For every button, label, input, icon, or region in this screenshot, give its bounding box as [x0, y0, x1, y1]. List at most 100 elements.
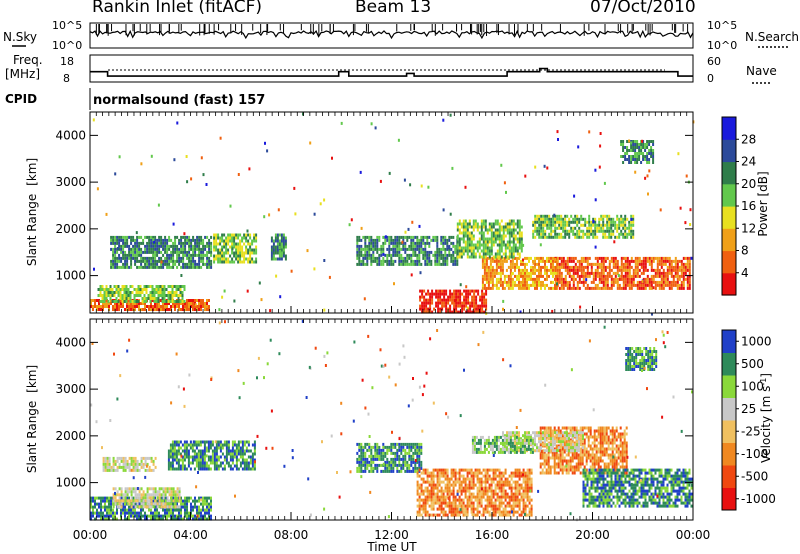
heatmap-cell: [636, 274, 639, 278]
heatmap-cell: [356, 244, 359, 248]
heatmap-cell: [634, 268, 637, 272]
heatmap-cell: [606, 283, 609, 287]
heatmap-cell: [630, 158, 633, 161]
heatmap-cell: [166, 241, 169, 245]
heatmap-cell: [410, 253, 413, 257]
heatmap-cell: [489, 280, 492, 284]
heatmap-cell: [145, 285, 148, 288]
heatmap-cell: [630, 256, 633, 260]
heatmap-cell: [491, 268, 494, 272]
heatmap-cell: [144, 265, 147, 269]
heatmap-cell: [638, 259, 641, 263]
heatmap-cell: [235, 443, 238, 447]
heatmap-cell: [235, 248, 238, 252]
heatmap-cell: [436, 244, 439, 248]
heatmap-cell: [534, 256, 536, 260]
heatmap-cell: [364, 463, 367, 467]
heatmap-cell: [113, 291, 116, 294]
heatmap-cell: [422, 477, 425, 481]
heatmap-cell: [396, 454, 399, 458]
heatmap-cell: [192, 305, 194, 308]
heatmap-cell: [116, 262, 119, 266]
heatmap-cell: [588, 232, 591, 236]
heatmap-cell: [158, 305, 160, 308]
heatmap-cell: [676, 274, 679, 278]
heatmap-cell: [602, 229, 605, 233]
heatmap-cell: [198, 238, 201, 242]
heatmap-cell: [500, 255, 503, 259]
heatmap-cell: [251, 239, 254, 243]
heatmap-cell: [424, 241, 427, 245]
heatmap-cell: [479, 298, 482, 302]
heatmap-cell: [140, 517, 142, 521]
heatmap-cell: [134, 496, 137, 500]
heatmap-cell: [636, 259, 639, 263]
heatmap-cell: [180, 502, 182, 506]
heatmap-cell: [542, 283, 544, 287]
heatmap-cell: [173, 443, 176, 447]
heatmap-cell: [566, 229, 569, 233]
heatmap-cell: [255, 233, 258, 237]
heatmap-cell: [528, 256, 530, 260]
heatmap-cell: [164, 505, 167, 509]
noise-panel: N.Sky 10^5 10^0 10^5 10^0 N.Search: [3, 19, 799, 52]
heatmap-cell: [124, 493, 127, 497]
heatmap-cell: [227, 236, 230, 240]
heatmap-cell: [604, 223, 607, 227]
heatmap-cell: [489, 274, 492, 278]
heatmap-cell: [198, 496, 200, 500]
heatmap-cell: [578, 280, 581, 284]
heatmap-cell: [572, 229, 575, 233]
heatmap-cell: [464, 225, 467, 229]
heatmap-cell: [209, 440, 212, 444]
heatmap-cell: [548, 232, 551, 236]
heatmap-cell: [247, 461, 250, 465]
heatmap-cell: [596, 262, 599, 266]
heatmap-cell: [384, 469, 387, 473]
heatmap-cell: [612, 280, 615, 284]
heatmap-cell: [481, 274, 484, 278]
heatmap-cell: [129, 285, 132, 288]
heatmap-cell: [632, 232, 635, 236]
heatmap-cell: [546, 268, 548, 272]
heatmap-cell: [219, 251, 222, 255]
heatmap-cell: [483, 310, 486, 314]
heatmap-cell: [144, 259, 147, 263]
heatmap-cell: [202, 241, 205, 245]
heatmap-cell: [282, 248, 285, 252]
heatmap-cell: [130, 262, 133, 266]
heatmap-cell: [126, 459, 129, 463]
heatmap-cell: [596, 286, 599, 290]
heatmap-cell: [624, 146, 627, 149]
heatmap-cell: [464, 243, 467, 247]
heatmap-cell: [475, 307, 478, 311]
heatmap-cell: [410, 448, 413, 452]
heatmap-speck: [96, 187, 99, 191]
heatmap-cell: [140, 496, 143, 500]
heatmap-cell: [219, 260, 222, 264]
heatmap-cell: [394, 460, 397, 464]
heatmap-cell: [200, 511, 202, 515]
heatmap-cell: [498, 234, 501, 238]
heatmap-cell: [680, 271, 683, 275]
heatmap-cell: [640, 152, 643, 155]
heatmap-cell: [175, 458, 178, 462]
heatmap-cell: [584, 220, 587, 224]
heatmap-cell: [420, 445, 423, 449]
heatmap-cell: [187, 452, 190, 456]
heatmap-cell: [253, 260, 256, 264]
heatmap-cell: [150, 514, 152, 518]
colorbar-swatch: [722, 250, 736, 274]
heatmap-cell: [182, 235, 185, 239]
heatmap-cell: [534, 217, 537, 221]
heatmap-cell: [116, 250, 119, 254]
heatmap-cell: [158, 256, 161, 260]
heatmap-cell: [510, 222, 513, 226]
heatmap-cell: [509, 286, 512, 290]
heatmap-cell: [402, 238, 405, 242]
heatmap-cell: [118, 253, 121, 257]
heatmap-cell: [274, 233, 277, 237]
heatmap-cell: [203, 455, 206, 459]
heatmap-cell: [170, 514, 172, 518]
heatmap-cell: [420, 235, 423, 239]
